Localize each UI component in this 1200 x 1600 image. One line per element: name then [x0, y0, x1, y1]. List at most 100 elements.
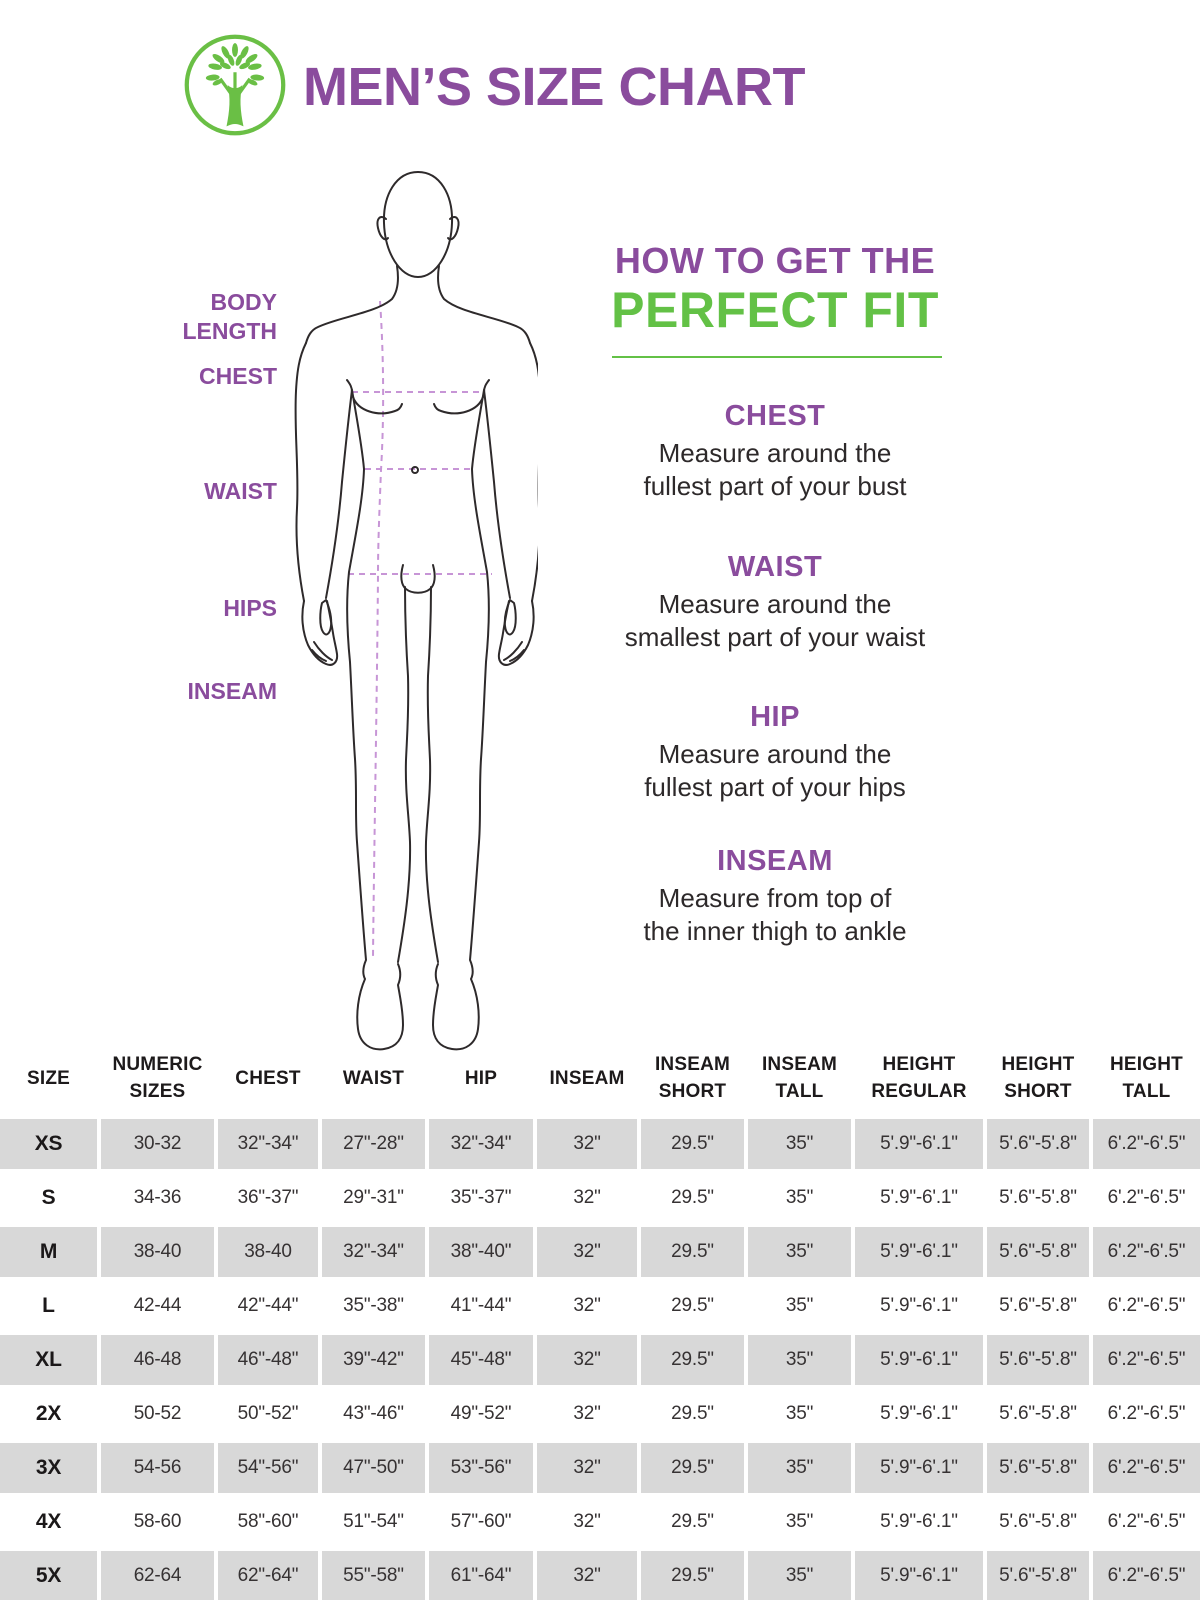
- column-header: CHEST: [235, 1067, 301, 1089]
- table-cell: 46-48: [101, 1335, 214, 1385]
- table-cell: 51"-54": [322, 1497, 425, 1547]
- size-cell: L: [0, 1281, 97, 1331]
- table-cell: 6'.2"-6'.5": [1093, 1443, 1200, 1493]
- table-cell: 6'.2"-6'.5": [1093, 1497, 1200, 1547]
- table-cell: 58"-60": [218, 1497, 318, 1547]
- table-cell: 34-36: [101, 1173, 214, 1223]
- table-cell: 61"-64": [429, 1551, 533, 1600]
- body-length-label: BODY LENGTH: [182, 289, 277, 344]
- column-header: HEIGHT SHORT: [1001, 1054, 1075, 1102]
- table-cell: 6'.2"-6'.5": [1093, 1335, 1200, 1385]
- table-cell: 5'.9"-6'.1": [855, 1281, 983, 1331]
- table-cell: 42-44: [101, 1281, 214, 1331]
- table-cell: 5'.9"-6'.1": [855, 1119, 983, 1169]
- table-cell: 29.5": [641, 1281, 744, 1331]
- fit-guide-title-line1: HOW TO GET THE: [614, 240, 936, 281]
- table-cell: 35": [748, 1227, 851, 1277]
- table-cell: 35": [748, 1335, 851, 1385]
- table-cell: 6'.2"-6'.5": [1093, 1119, 1200, 1169]
- table-cell: 6'.2"-6'.5": [1093, 1551, 1200, 1600]
- table-cell: 53"-56": [429, 1443, 533, 1493]
- table-cell: 35": [748, 1173, 851, 1223]
- column-header: HIP: [464, 1067, 498, 1089]
- table-cell: 49"-52": [429, 1389, 533, 1439]
- table-cell: 62"-64": [218, 1551, 318, 1600]
- table-cell: 32": [537, 1443, 637, 1493]
- table-cell: 32"-34": [218, 1119, 318, 1169]
- size-table-header: SIZE NUMERIC SIZES CHEST WAIST HIP INSEAM INSE…: [0, 1043, 1200, 1115]
- hip-section-text: Measure around the fullest part of your …: [644, 739, 906, 803]
- page-title: MEN’S SIZE CHART: [303, 57, 806, 117]
- table-cell: 36"-37": [218, 1173, 318, 1223]
- waist-label: WAIST: [204, 478, 277, 504]
- hip-section-heading: HIP: [750, 701, 800, 733]
- table-cell: 35": [748, 1497, 851, 1547]
- hips-label: HIPS: [223, 595, 277, 621]
- table-cell: 5'.9"-6'.1": [855, 1173, 983, 1223]
- size-cell: M: [0, 1227, 97, 1277]
- table-cell: 46"-48": [218, 1335, 318, 1385]
- size-cell: XS: [0, 1119, 97, 1169]
- table-cell: 54-56: [101, 1443, 214, 1493]
- table-cell: 5'.9"-6'.1": [855, 1227, 983, 1277]
- table-cell: 50-52: [101, 1389, 214, 1439]
- table-cell: 58-60: [101, 1497, 214, 1547]
- measurement-dashed-lines: [348, 300, 492, 959]
- table-cell: 27"-28": [322, 1119, 425, 1169]
- table-cell: 29.5": [641, 1443, 744, 1493]
- table-cell: 57"-60": [429, 1497, 533, 1547]
- table-cell: 35"-38": [322, 1281, 425, 1331]
- table-cell: 5'.6"-5'.8": [987, 1551, 1089, 1600]
- size-cell: S: [0, 1173, 97, 1223]
- table-cell: 62-64: [101, 1551, 214, 1600]
- table-cell: 5'.9"-6'.1": [855, 1551, 983, 1600]
- table-cell: 6'.2"-6'.5": [1093, 1173, 1200, 1223]
- table-cell: 35"-37": [429, 1173, 533, 1223]
- table-cell: 32"-34": [322, 1227, 425, 1277]
- table-cell: 32": [537, 1497, 637, 1547]
- chest-label: CHEST: [199, 363, 277, 389]
- size-cell: 5X: [0, 1551, 97, 1600]
- table-cell: 35": [748, 1443, 851, 1493]
- table-cell: 32": [537, 1335, 637, 1385]
- table-cell: 5'.6"-5'.8": [987, 1281, 1089, 1331]
- table-cell: 5'.6"-5'.8": [987, 1227, 1089, 1277]
- column-header: HEIGHT REGULAR: [871, 1054, 967, 1102]
- table-cell: 29.5": [641, 1335, 744, 1385]
- table-cell: 42"-44": [218, 1281, 318, 1331]
- table-cell: 29"-31": [322, 1173, 425, 1223]
- table-cell: 5'.9"-6'.1": [855, 1497, 983, 1547]
- table-cell: 29.5": [641, 1551, 744, 1600]
- table-cell: 32"-34": [429, 1119, 533, 1169]
- size-cell: 4X: [0, 1497, 97, 1547]
- size-cell: XL: [0, 1335, 97, 1385]
- table-cell: 5'.6"-5'.8": [987, 1119, 1089, 1169]
- table-cell: 29.5": [641, 1119, 744, 1169]
- table-cell: 5'.9"-6'.1": [855, 1335, 983, 1385]
- table-cell: 50"-52": [218, 1389, 318, 1439]
- table-cell: 5'.6"-5'.8": [987, 1497, 1089, 1547]
- table-cell: 5'.6"-5'.8": [987, 1443, 1089, 1493]
- waist-section-text: Measure around the smallest part of your…: [624, 589, 926, 653]
- column-header: INSEAM TALL: [761, 1054, 838, 1102]
- table-cell: 41"-44": [429, 1281, 533, 1331]
- table-cell: 5'.6"-5'.8": [987, 1173, 1089, 1223]
- size-cell: 3X: [0, 1443, 97, 1493]
- table-cell: 29.5": [641, 1227, 744, 1277]
- table-cell: 47"-50": [322, 1443, 425, 1493]
- table-cell: 6'.2"-6'.5": [1093, 1281, 1200, 1331]
- column-header: WAIST: [342, 1067, 405, 1089]
- chest-section-text: Measure around the fullest part of your …: [643, 438, 907, 502]
- table-cell: 54"-56": [218, 1443, 318, 1493]
- chest-section-heading: CHEST: [724, 400, 826, 432]
- table-cell: 6'.2"-6'.5": [1093, 1389, 1200, 1439]
- table-cell: 32": [537, 1389, 637, 1439]
- table-cell: 45"-48": [429, 1335, 533, 1385]
- table-cell: 35": [748, 1551, 851, 1600]
- table-cell: 43"-46": [322, 1389, 425, 1439]
- tree-icon: [184, 34, 286, 136]
- waist-section-heading: WAIST: [727, 551, 823, 583]
- table-cell: 5'.6"-5'.8": [987, 1335, 1089, 1385]
- table-cell: 29.5": [641, 1497, 744, 1547]
